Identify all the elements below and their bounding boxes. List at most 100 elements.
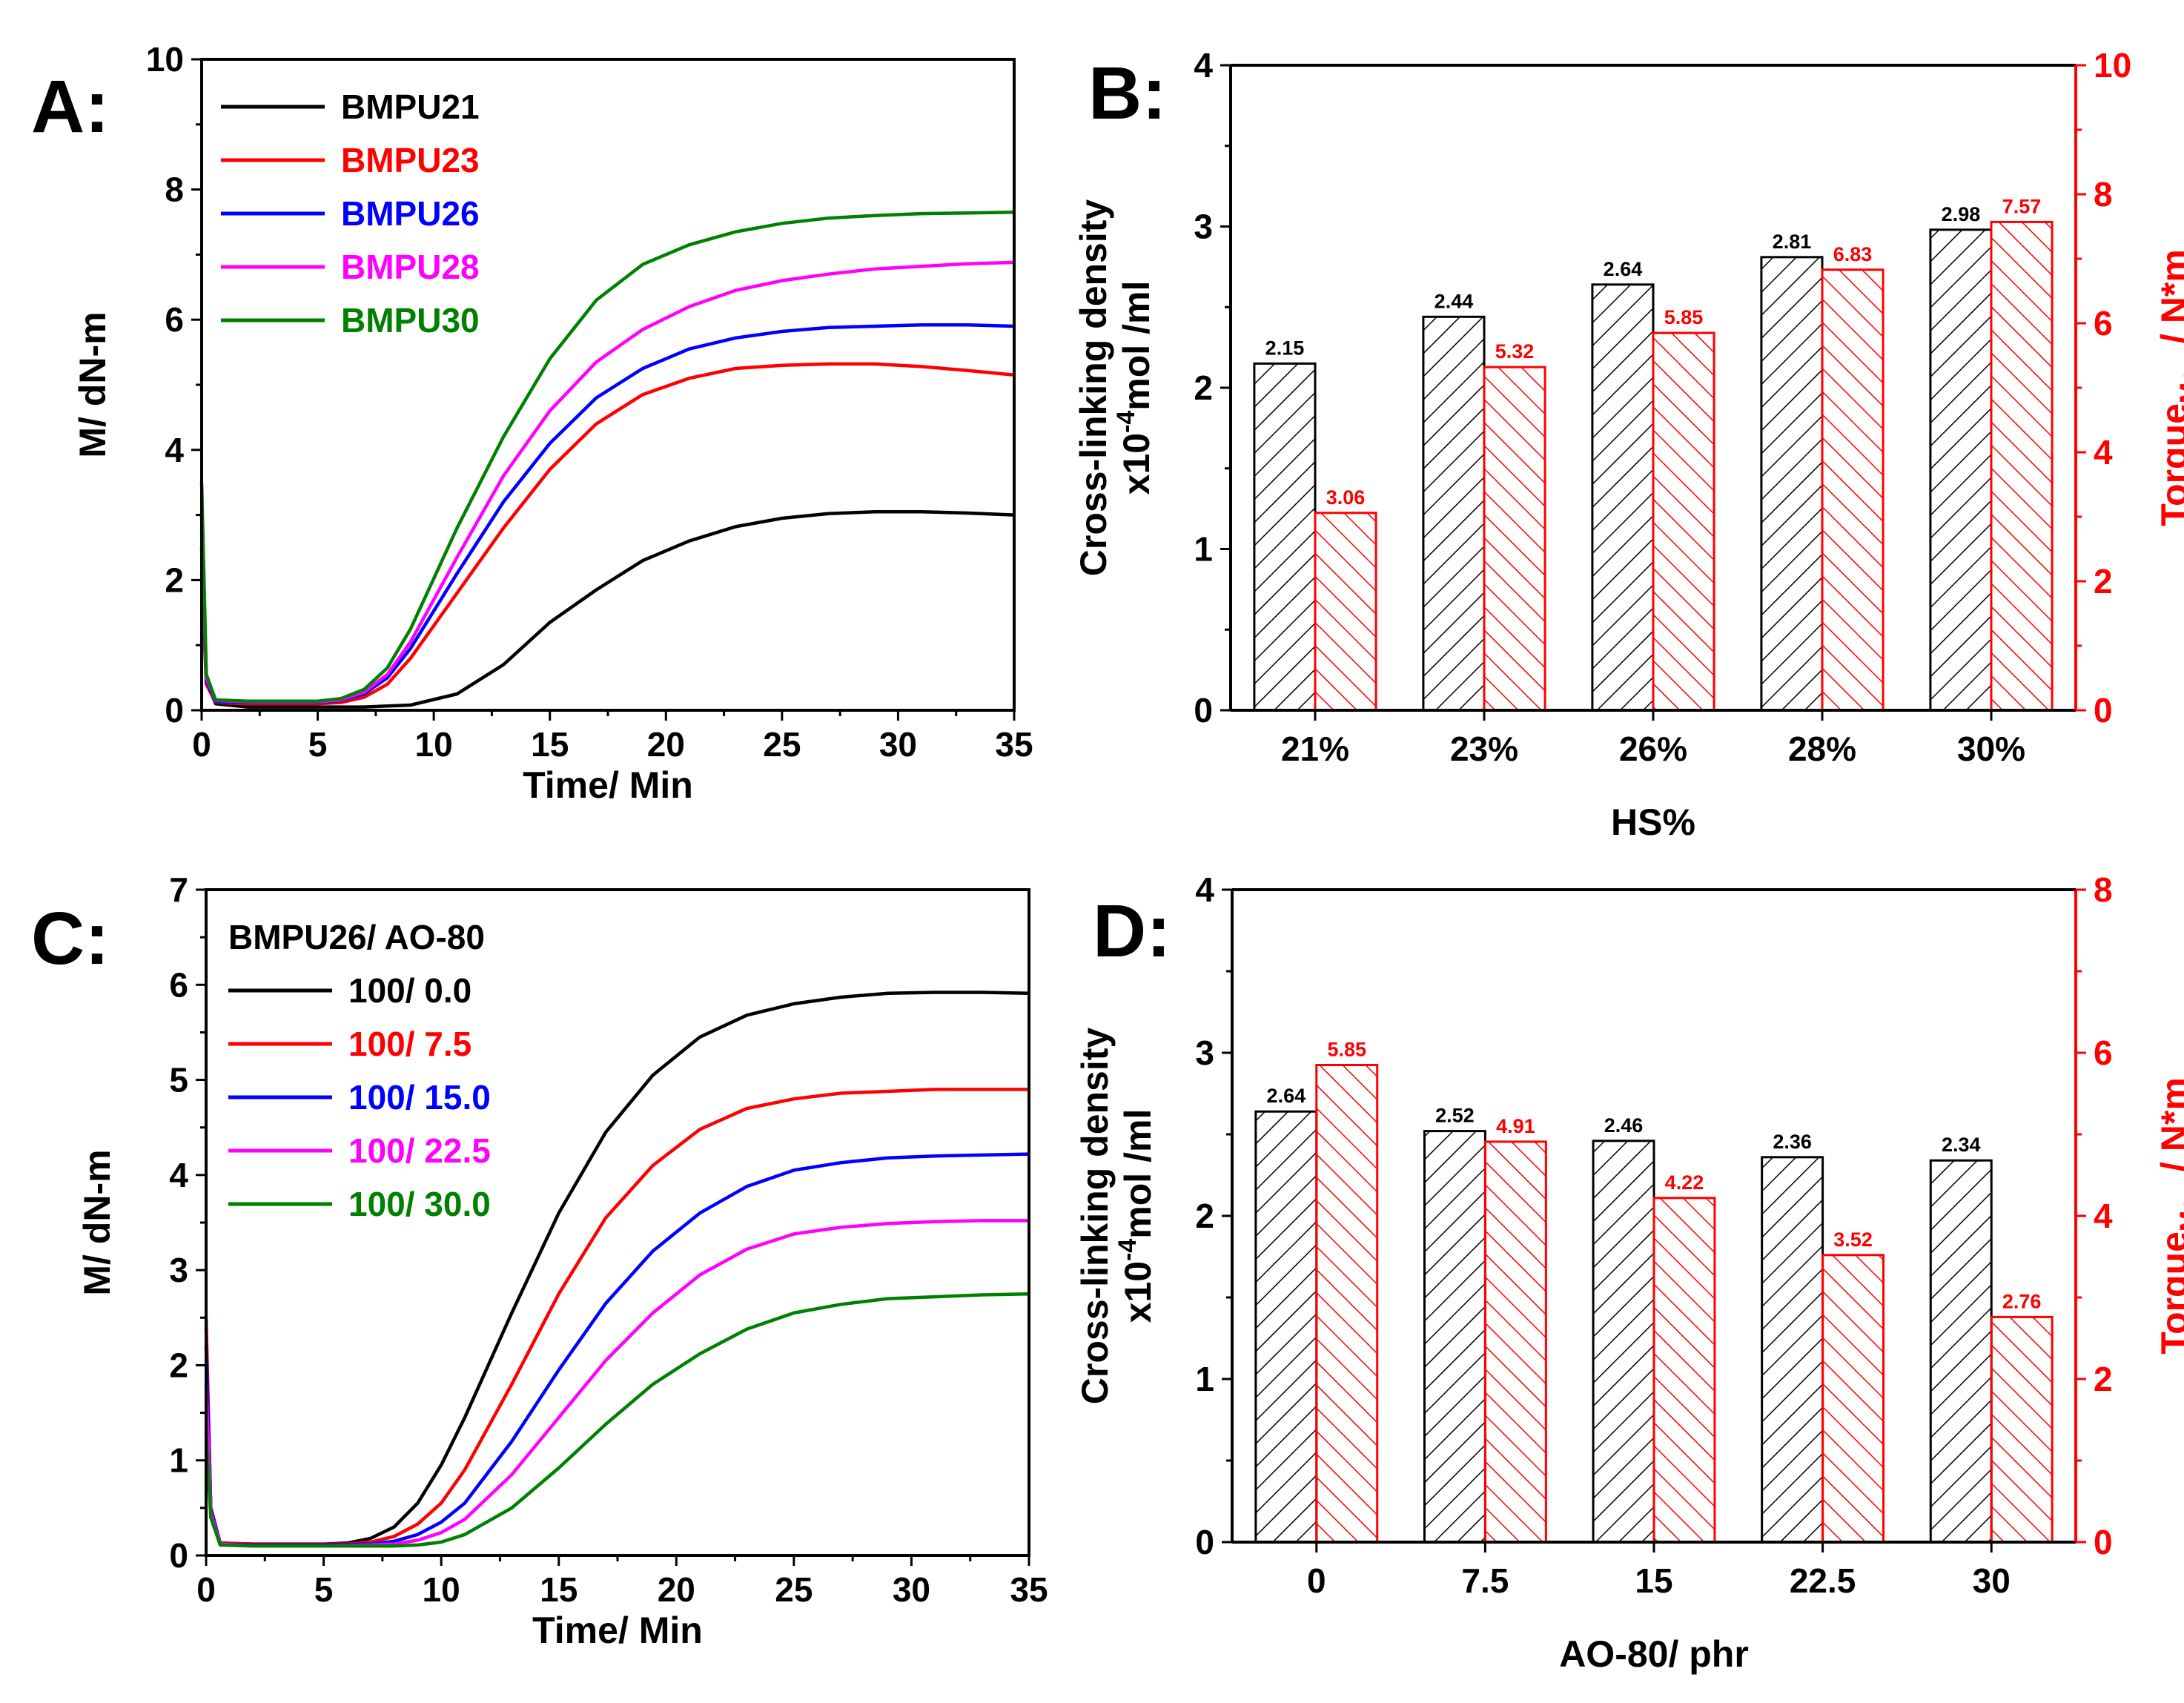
bar-value-label: 5.32	[1495, 340, 1535, 363]
bar-crosslink-density	[1422, 315, 1486, 712]
y-tick-label: 0	[165, 691, 184, 730]
y2-tick-label: 8	[2094, 175, 2113, 214]
panel-label: C:	[31, 897, 110, 980]
bar-torque-max	[1652, 1197, 1716, 1544]
y2-axis-title: TorqueMax / N*m	[2154, 249, 2184, 526]
legend-label-100-22-5: 100/ 22.5	[348, 1131, 491, 1170]
y2-tick-label: 2	[2094, 1360, 2113, 1398]
bar-value-label: 2.36	[1773, 1131, 1812, 1153]
series-line-bmpu21	[199, 509, 1015, 709]
bar-torque-max	[1652, 331, 1715, 712]
x-tick-label: 0	[192, 725, 211, 764]
x-category-label: 28%	[1788, 730, 1856, 768]
legend-label-bmpu26: BMPU26	[341, 194, 480, 233]
y2-tick-label: 8	[2094, 870, 2113, 909]
x-axis-title: HS%	[1611, 801, 1695, 843]
y-tick-label: 6	[165, 300, 184, 339]
y2-axis-title-subscript: Max	[2175, 1183, 2184, 1231]
bar-value-label: 3.06	[1326, 486, 1366, 509]
bar-crosslink-density	[1929, 1159, 1993, 1544]
bar-value-label: 7.57	[2002, 195, 2042, 217]
x-category-label: 30%	[1957, 730, 2025, 768]
panel-label: B:	[1088, 52, 1167, 135]
y2-axis-title-unit: / N*m	[2154, 249, 2184, 354]
x-category-label: 21%	[1281, 730, 1349, 768]
y2-tick-label: 4	[2094, 1197, 2113, 1235]
x-category-label: 26%	[1619, 730, 1687, 768]
bar-value-label: 2.44	[1435, 290, 1474, 312]
x-tick-label: 15	[540, 1570, 578, 1609]
bar-value-label: 2.64	[1267, 1085, 1306, 1107]
y-tick-label: 3	[1195, 1034, 1214, 1072]
legend-label-bmpu23: BMPU23	[341, 141, 480, 179]
y2-axis-title-main: Torque	[2154, 1231, 2184, 1355]
y2-tick-label: 2	[2094, 562, 2113, 601]
x-axis-title: AO-80/ phr	[1559, 1633, 1749, 1675]
y2-tick-label: 0	[2094, 691, 2113, 730]
x-tick-label: 35	[1010, 1570, 1048, 1609]
bar-crosslink-density	[1760, 256, 1824, 712]
bar-torque-max	[1315, 1064, 1379, 1544]
bar-value-label: 2.15	[1265, 337, 1305, 359]
y-tick-label: 2	[1195, 1197, 1214, 1235]
bar-value-label: 4.91	[1496, 1115, 1535, 1137]
y2-tick-label: 10	[2094, 46, 2131, 85]
panel-label: A:	[31, 65, 110, 148]
y2-axis-title: TorqueMax / N*m	[2154, 1077, 2184, 1355]
series-line-100-0-0	[204, 991, 1030, 1546]
x-axis-title: Time/ Min	[523, 764, 693, 806]
y2-axis-title-main: Torque	[2154, 403, 2184, 526]
bar-value-label: 2.76	[2002, 1290, 2042, 1312]
y-tick-label: 3	[1194, 208, 1213, 246]
y-tick-label: 0	[169, 1536, 188, 1575]
x-tick-label: 30	[879, 725, 917, 764]
y2-axis-title-subscript: Max	[2175, 354, 2184, 403]
x-category-label: 0	[1307, 1561, 1326, 1600]
bar-crosslink-density	[1253, 362, 1317, 712]
y-axis-title: M/ dN-m	[72, 311, 113, 457]
legend-label-bmpu28: BMPU28	[341, 248, 480, 286]
y-tick-label: 1	[1194, 530, 1213, 569]
y-axis-title-line1: Cross-linking density	[1073, 199, 1114, 577]
bar-value-label: 2.64	[1604, 258, 1643, 280]
legend-label-100-15-0: 100/ 15.0	[348, 1078, 491, 1117]
y-tick-label: 1	[169, 1441, 188, 1480]
y2-tick-label: 0	[2094, 1523, 2113, 1561]
y-axis-title-superscript: -4	[1113, 1239, 1142, 1261]
y-tick-label: 5	[169, 1061, 188, 1099]
bar-value-label: 5.85	[1664, 306, 1704, 328]
y-tick-label: 1	[1195, 1360, 1214, 1398]
y-tick-label: 10	[146, 40, 184, 79]
y2-tick-label: 6	[2094, 304, 2113, 343]
panel-b-bar-chart: B: 2.15 3.06 21% 2.44 5.32 23% 2.64 5.85 26% 2.81 6…	[1073, 46, 2184, 843]
y-tick-label: 6	[169, 965, 188, 1004]
series-line-bmpu26	[199, 323, 1015, 704]
bar-crosslink-density	[1761, 1156, 1824, 1544]
y-tick-label: 4	[1195, 870, 1214, 909]
panel-d-bar-chart: D: 2.64 5.85 0 2.52 4.91 7.5 2.46 4.22 15 2.36 3.52…	[1074, 870, 2184, 1675]
bar-value-label: 2.34	[1942, 1134, 1981, 1156]
x-tick-label: 5	[308, 725, 328, 764]
y-tick-label: 7	[169, 870, 188, 909]
y-tick-label: 8	[165, 171, 184, 209]
series-line-bmpu23	[199, 362, 1015, 706]
x-tick-label: 35	[995, 725, 1033, 764]
x-tick-label: 10	[423, 1570, 460, 1609]
bar-value-label: 2.81	[1773, 231, 1812, 253]
y-axis-title-prefix: x10	[1117, 1261, 1159, 1323]
bar-value-label: 2.46	[1604, 1114, 1644, 1137]
y-tick-label: 4	[165, 431, 184, 469]
y2-axis-title-unit: / N*m	[2154, 1077, 2184, 1183]
x-tick-label: 25	[775, 1570, 813, 1609]
y-tick-label: 4	[169, 1156, 188, 1194]
y-axis-title-line2: x10-4mol /ml	[1112, 281, 1157, 495]
y2-tick-label: 6	[2094, 1034, 2113, 1072]
y-axis-title-unit: mol /ml	[1117, 1109, 1159, 1239]
y-axis-title: M/ dN-m	[76, 1149, 118, 1295]
series-line-bmpu30	[199, 211, 1015, 703]
bar-value-label: 2.52	[1435, 1105, 1475, 1127]
y-axis-title-prefix: x10	[1116, 433, 1157, 495]
y2-tick-label: 4	[2094, 433, 2113, 472]
x-tick-label: 20	[658, 1570, 695, 1609]
